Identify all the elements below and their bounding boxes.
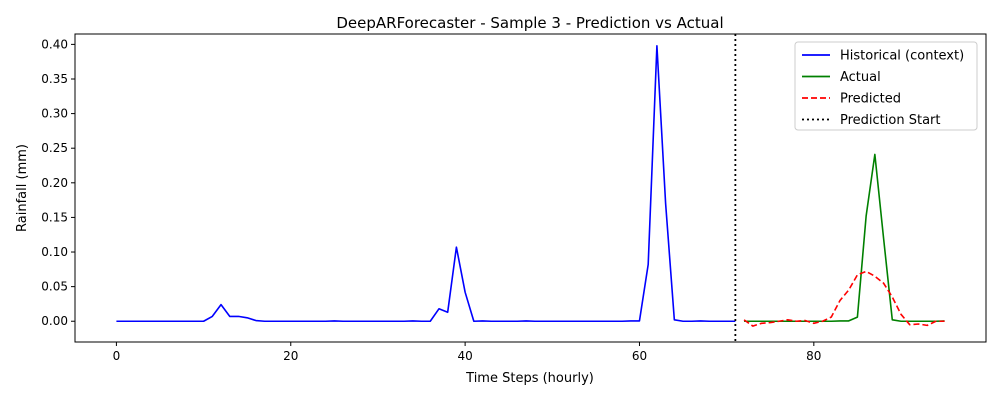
y-tick-label: 0.00	[41, 314, 68, 328]
y-tick-label: 0.20	[41, 176, 68, 190]
x-tick-label: 0	[113, 349, 121, 363]
legend-label: Prediction Start	[840, 113, 940, 128]
y-tick-label: 0.30	[41, 107, 68, 121]
legend-label: Predicted	[840, 92, 901, 107]
legend-label: Actual	[840, 70, 881, 85]
y-tick-label: 0.15	[41, 210, 68, 224]
series-line-historical-context	[116, 44, 736, 323]
y-axis-label: Rainfall (mm)	[15, 144, 30, 232]
series-line-predicted	[743, 270, 945, 327]
series-line-actual	[744, 153, 945, 323]
y-tick-label: 0.05	[41, 280, 68, 294]
chart-title: DeepARForecaster - Sample 3 - Prediction…	[336, 14, 723, 32]
x-tick-label: 20	[283, 349, 298, 363]
y-tick-label: 0.40	[41, 37, 68, 51]
y-tick-label: 0.10	[41, 245, 68, 259]
x-axis-label: Time Steps (hourly)	[465, 371, 594, 386]
legend: Historical (context) Actual Predicted Predi…	[794, 41, 978, 131]
y-tick-label: 0.25	[41, 141, 68, 155]
x-tick-label: 80	[806, 349, 821, 363]
x-tick-label: 40	[457, 349, 472, 363]
plot-frame	[74, 33, 987, 343]
plot-area: 0 20 40 60 80 0.000.050.100.150.200.250.300.…	[41, 33, 987, 363]
series-layer	[116, 34, 945, 342]
legend-box	[794, 41, 978, 131]
y-tick-label: 0.35	[41, 72, 68, 86]
x-tick-label: 60	[632, 349, 647, 363]
y-axis: 0.00 0.05 0.10 0.15 0.20 0.25 0.30 0.35 0.40	[41, 37, 75, 328]
legend-label: Historical (context)	[840, 49, 964, 64]
x-axis: 0 20 40 60 80	[113, 342, 821, 363]
